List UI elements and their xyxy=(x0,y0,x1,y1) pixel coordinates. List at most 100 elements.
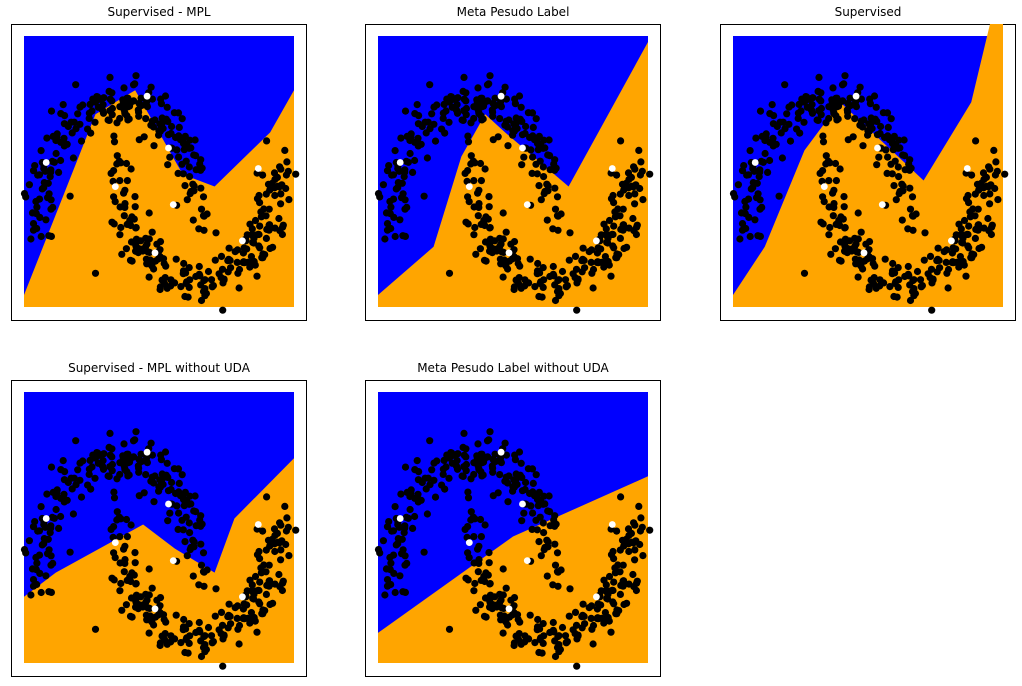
data-point xyxy=(737,209,746,217)
data-point xyxy=(756,205,764,213)
data-point xyxy=(66,548,74,556)
data-point xyxy=(172,255,180,263)
data-point xyxy=(905,272,913,280)
data-point xyxy=(105,472,113,480)
data-point xyxy=(538,293,546,301)
data-point xyxy=(156,127,164,135)
data-point xyxy=(36,569,44,577)
data-point xyxy=(146,612,154,620)
data-point xyxy=(944,284,952,292)
data-point xyxy=(742,224,750,233)
data-point xyxy=(528,525,536,533)
data-point xyxy=(870,274,878,282)
data-point xyxy=(261,607,269,615)
data-point xyxy=(615,251,623,259)
data-point xyxy=(43,490,51,498)
data-point xyxy=(462,111,470,119)
data-point xyxy=(565,612,573,620)
data-point xyxy=(905,160,913,168)
data-point xyxy=(99,456,107,465)
data-point xyxy=(391,147,399,155)
data-point xyxy=(72,437,80,445)
data-point xyxy=(499,565,507,573)
data-point xyxy=(183,196,191,204)
data-point xyxy=(504,498,512,506)
data-point xyxy=(619,205,627,213)
data-point xyxy=(756,107,765,115)
data-point xyxy=(608,586,616,594)
data-point xyxy=(459,472,467,480)
data-point xyxy=(543,216,551,224)
data-point xyxy=(150,142,158,150)
data-point xyxy=(106,95,114,103)
data-point xyxy=(158,119,167,127)
data-point xyxy=(217,608,226,616)
data-point xyxy=(629,214,637,223)
data-point xyxy=(389,171,398,179)
data-point xyxy=(499,209,507,217)
data-point xyxy=(407,486,415,494)
data-point xyxy=(461,169,469,177)
data-point xyxy=(196,272,204,280)
data-point xyxy=(33,559,41,567)
data-point xyxy=(491,593,499,601)
data-point xyxy=(993,167,1001,175)
data-point xyxy=(623,243,631,251)
data-point xyxy=(110,549,118,557)
data-point xyxy=(60,134,68,142)
data-point xyxy=(881,255,889,263)
data-point xyxy=(397,134,405,142)
data-point xyxy=(449,95,458,103)
data-point xyxy=(630,583,638,591)
data-point xyxy=(140,489,148,497)
data-point xyxy=(475,203,483,211)
data-point xyxy=(53,130,61,138)
data-point xyxy=(391,232,399,241)
data-point xyxy=(99,465,108,473)
labeled-point xyxy=(165,500,172,508)
data-point xyxy=(613,171,621,179)
chart-title-1: Supervised - MPL xyxy=(107,5,211,19)
data-point xyxy=(113,152,121,160)
data-point xyxy=(196,516,204,524)
data-point xyxy=(831,245,839,253)
data-point xyxy=(491,245,499,253)
data-point xyxy=(467,152,475,160)
data-point xyxy=(248,581,256,589)
data-point xyxy=(199,193,208,201)
data-point xyxy=(227,264,235,272)
data-point xyxy=(108,111,116,119)
data-point xyxy=(761,149,769,158)
data-point xyxy=(537,278,545,286)
data-point xyxy=(876,282,884,290)
data-point xyxy=(529,123,537,131)
data-point xyxy=(515,274,523,282)
data-point xyxy=(630,227,638,235)
data-point xyxy=(264,536,273,544)
data-point xyxy=(156,283,164,291)
data-point xyxy=(262,590,270,598)
data-point xyxy=(611,564,619,572)
data-point xyxy=(749,184,757,192)
data-point xyxy=(251,572,260,581)
labeled-point xyxy=(608,165,616,172)
data-point xyxy=(117,515,125,523)
data-point xyxy=(624,540,633,548)
data-point xyxy=(561,276,570,284)
data-point xyxy=(566,229,574,237)
data-point xyxy=(875,153,883,161)
data-point xyxy=(445,474,453,482)
data-point xyxy=(524,465,532,473)
data-point xyxy=(830,203,838,211)
data-point xyxy=(526,489,534,498)
data-point xyxy=(117,223,125,232)
data-point xyxy=(609,242,617,250)
data-point xyxy=(255,242,263,250)
data-point xyxy=(464,193,472,201)
data-point xyxy=(150,498,158,506)
data-point xyxy=(209,282,217,290)
data-point xyxy=(173,146,181,154)
data-point xyxy=(131,80,139,88)
data-point xyxy=(554,633,562,641)
data-point xyxy=(108,89,116,97)
